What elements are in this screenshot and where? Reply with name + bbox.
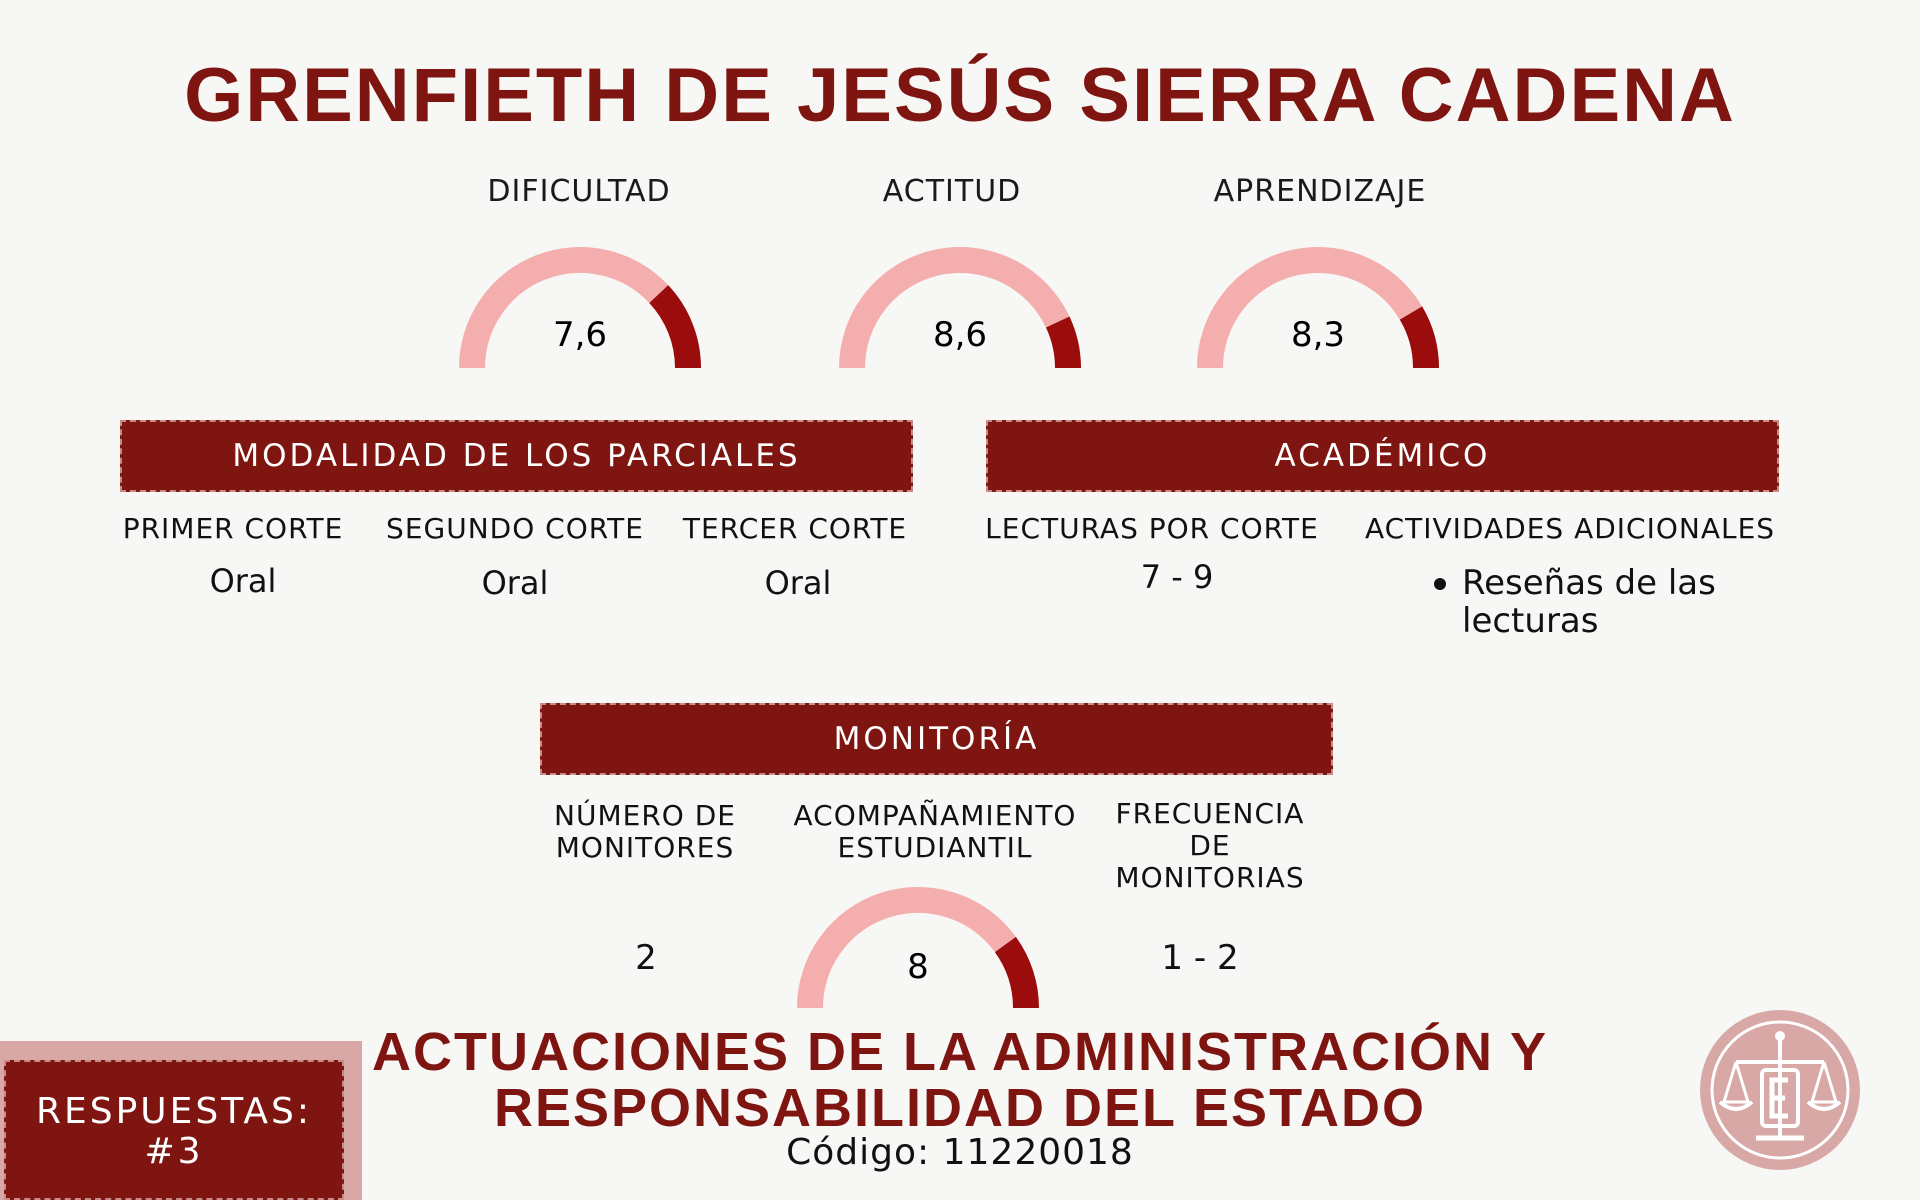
gauge-acompanamiento: 8 xyxy=(797,887,1039,1009)
label-line: ESTUDIANTIL xyxy=(837,831,1033,864)
respuestas-count: #3 xyxy=(144,1131,204,1172)
label-line: MONITORES xyxy=(555,831,735,864)
actividades-list: Reseñas de las lecturas xyxy=(1434,564,1774,640)
gauge-remainder xyxy=(994,936,1039,1009)
frecuencia-label: FRECUENCIA DE MONITORIAS xyxy=(1090,798,1330,894)
primer-corte-value: Oral xyxy=(209,562,277,600)
gauge-track xyxy=(797,887,1016,1009)
gauge-label-aprendizaje: APRENDIZAJE xyxy=(1213,174,1427,209)
scales-of-justice-icon xyxy=(1700,1010,1860,1170)
academico-header: ACADÉMICO xyxy=(986,420,1779,492)
subject-line-1: ACTUACIONES DE LA ADMINISTRACIÓN Y xyxy=(371,1022,1549,1082)
frecuencia-value: 1 - 2 xyxy=(1161,938,1239,978)
gauge-track xyxy=(459,247,669,369)
course-code: Código: 11220018 xyxy=(786,1132,1134,1173)
page-title: GRENFIETH DE JESÚS SIERRA CADENA xyxy=(184,53,1736,138)
gauge-remainder xyxy=(1045,316,1081,369)
modalidad-header: MODALIDAD DE LOS PARCIALES xyxy=(120,420,913,492)
acompanamiento-label: ACOMPAÑAMIENTO ESTUDIANTIL xyxy=(790,800,1080,864)
gauge-value-dificultad: 7,6 xyxy=(553,315,607,355)
segundo-corte-value: Oral xyxy=(481,564,549,602)
actividades-label: ACTIVIDADES ADICIONALES xyxy=(1364,512,1776,545)
subject-line-2: RESPONSABILIDAD DEL ESTADO xyxy=(493,1078,1427,1138)
gauge-track xyxy=(1197,247,1423,369)
lecturas-value: 7 - 9 xyxy=(1140,558,1214,596)
tercer-corte-label: TERCER CORTE xyxy=(682,512,908,545)
numero-monitores-label: NÚMERO DE MONITORES xyxy=(520,800,770,864)
tercer-corte-value: Oral xyxy=(764,564,832,602)
gauge-remainder xyxy=(1399,306,1439,369)
lecturas-label: LECTURAS POR CORTE xyxy=(985,512,1319,545)
segundo-corte-label: SEGUNDO CORTE xyxy=(386,512,644,545)
gauge-dificultad: 7,6 xyxy=(459,247,701,369)
gauge-value-aprendizaje: 8,3 xyxy=(1291,315,1345,355)
gauge-value-actitud: 8,6 xyxy=(933,315,987,355)
gauge-track xyxy=(839,247,1070,369)
label-line: FRECUENCIA DE xyxy=(1115,797,1305,862)
gauge-value-acompanamiento: 8 xyxy=(907,947,929,987)
primer-corte-label: PRIMER CORTE xyxy=(122,512,344,545)
gauge-actitud: 8,6 xyxy=(839,247,1081,369)
gauge-label-dificultad: DIFICULTAD xyxy=(487,174,671,209)
gauge-remainder xyxy=(648,285,701,369)
label-line: MONITORIAS xyxy=(1115,861,1305,894)
bullet-icon xyxy=(1434,578,1446,590)
monitoria-header: MONITORÍA xyxy=(540,703,1333,775)
actividad-text: Reseñas de las lecturas xyxy=(1462,563,1716,641)
gauge-aprendizaje: 8,3 xyxy=(1197,247,1439,369)
numero-monitores-value: 2 xyxy=(635,938,657,978)
gauge-label-actitud: ACTITUD xyxy=(882,174,1022,209)
list-item: Reseñas de las lecturas xyxy=(1434,564,1774,640)
respuestas-badge: RESPUESTAS: #3 xyxy=(4,1060,344,1200)
label-line: NÚMERO DE xyxy=(554,799,736,832)
label-line: ACOMPAÑAMIENTO xyxy=(793,799,1077,832)
respuestas-label: RESPUESTAS: xyxy=(35,1091,313,1132)
